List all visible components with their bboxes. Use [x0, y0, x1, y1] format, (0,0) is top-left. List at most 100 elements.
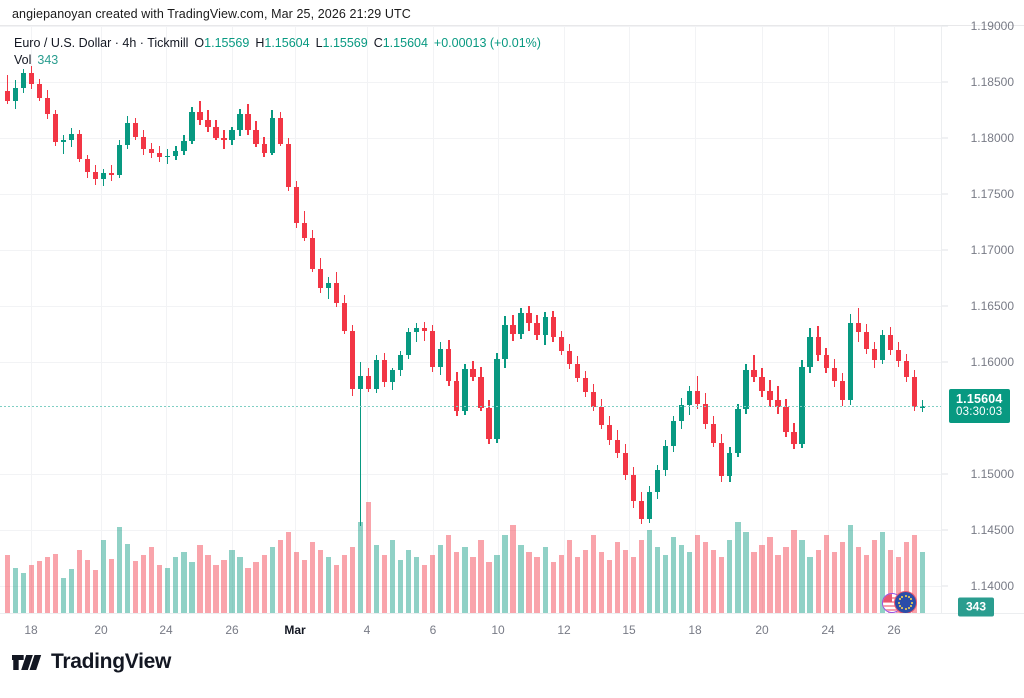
legend-low-value: 1.15569 — [322, 36, 368, 50]
candle-body — [173, 151, 179, 156]
legend-high-value: 1.15604 — [264, 36, 310, 50]
volume-bar — [743, 532, 749, 613]
volume-bar — [84, 559, 91, 613]
candle-wick — [62, 134, 65, 154]
time-axis-label: 26 — [887, 623, 901, 637]
candle-body — [799, 366, 805, 444]
candle-body — [823, 355, 829, 368]
eu-star — [899, 598, 902, 601]
price-axis-label: 1.17000 — [970, 243, 1014, 258]
price-axis-label: 1.14500 — [970, 523, 1014, 538]
volume-bar — [197, 544, 203, 613]
candle-body — [438, 348, 444, 367]
candle-body — [422, 328, 428, 331]
candle-body — [108, 172, 115, 175]
time-axis[interactable]: 18 20 24 26 Mar 4 6 10 12 15 18 20 24 26 — [0, 613, 1024, 646]
symbol-flags-marker[interactable] — [882, 591, 917, 613]
time-axis-label: 24 — [159, 623, 173, 637]
candle-body — [654, 469, 661, 492]
price-tick-mark — [942, 473, 948, 475]
candle-body — [381, 359, 388, 383]
candle-body — [446, 348, 452, 382]
candle-body — [365, 375, 372, 389]
volume-bar — [847, 524, 853, 613]
price-axis[interactable]: 1.15604 03:30:03 343 1.19000 1.18500 1.180… — [941, 19, 1024, 626]
candle-body — [261, 143, 267, 153]
candle-body — [606, 424, 613, 441]
gridline-vertical — [695, 26, 696, 613]
gridline-horizontal — [0, 586, 941, 588]
candle-body — [727, 452, 733, 477]
candle-body — [638, 500, 645, 519]
legend-exchange: Tickmill — [147, 36, 189, 50]
volume-bar — [767, 537, 773, 613]
candle-body — [397, 355, 404, 370]
legend-open-label: O — [194, 36, 205, 50]
gridline-vertical — [828, 26, 829, 613]
volume-bar — [855, 547, 861, 613]
volume-bar — [831, 552, 837, 613]
volume-bar — [213, 565, 219, 613]
candle-body — [903, 360, 910, 377]
volume-value-badge[interactable]: 343 — [958, 597, 995, 617]
volume-bar — [269, 547, 275, 613]
volume-bar — [68, 568, 75, 613]
price-tick-mark — [942, 25, 948, 27]
volume-bar — [293, 552, 299, 613]
candle-body — [4, 90, 10, 102]
volume-bar — [221, 559, 227, 613]
gridline-horizontal — [0, 194, 941, 196]
candle-body — [863, 331, 869, 349]
legend-symbol[interactable]: Euro / U.S. Dollar — [14, 36, 112, 50]
candle-body — [783, 406, 789, 432]
volume-bar — [325, 557, 332, 613]
volume-bar — [229, 549, 235, 613]
candle-body — [526, 312, 532, 323]
legend-volume-row: Vol 343 — [14, 52, 541, 69]
volume-bar — [189, 562, 195, 613]
gridline-horizontal — [0, 306, 941, 308]
volume-bar — [253, 562, 259, 613]
candle-body — [406, 331, 412, 356]
price-tick-mark — [942, 81, 948, 83]
candle-body — [775, 400, 781, 407]
volume-bar — [879, 532, 886, 613]
legend-change: +0.00013 (+0.01%) — [433, 36, 541, 50]
volume-bar — [670, 537, 677, 613]
candle-body — [60, 140, 67, 143]
time-axis-label: 10 — [491, 623, 505, 637]
gridline-vertical — [166, 26, 167, 613]
volume-bar — [871, 539, 877, 613]
time-axis-label: Mar — [284, 623, 306, 637]
volume-bar — [277, 539, 283, 613]
chart-frame: Euro / U.S. Dollar · 4h · Tickmill O1.155… — [0, 19, 1024, 646]
volume-bar — [815, 549, 821, 613]
candle-body — [494, 358, 500, 440]
candle-body — [566, 350, 572, 365]
candle-body — [277, 117, 283, 144]
time-axis-label: 18 — [688, 623, 702, 637]
candle-body — [76, 133, 83, 160]
candle-body — [44, 97, 51, 115]
volume-bar — [751, 552, 757, 613]
volume-bar — [807, 557, 813, 613]
current-price-badge[interactable]: 1.15604 03:30:03 — [949, 389, 1010, 424]
candle-body — [92, 171, 99, 180]
volume-bar — [646, 529, 653, 613]
volume-bar — [895, 557, 902, 613]
gridline-vertical — [232, 26, 233, 613]
volume-bar — [60, 577, 67, 613]
gridline-vertical — [498, 26, 499, 613]
candle-body — [341, 302, 348, 331]
legend-interval[interactable]: 4h — [122, 36, 137, 50]
volume-bar — [791, 529, 797, 613]
volume-bar — [606, 559, 613, 613]
eu-star — [904, 607, 907, 610]
volume-bar — [12, 567, 18, 613]
volume-bar — [775, 554, 781, 613]
chart-plot-area[interactable] — [0, 26, 941, 613]
price-axis-label: 1.14000 — [970, 579, 1014, 594]
volume-bar — [911, 534, 918, 613]
time-axis-label: 12 — [557, 623, 571, 637]
candle-body — [269, 117, 275, 153]
